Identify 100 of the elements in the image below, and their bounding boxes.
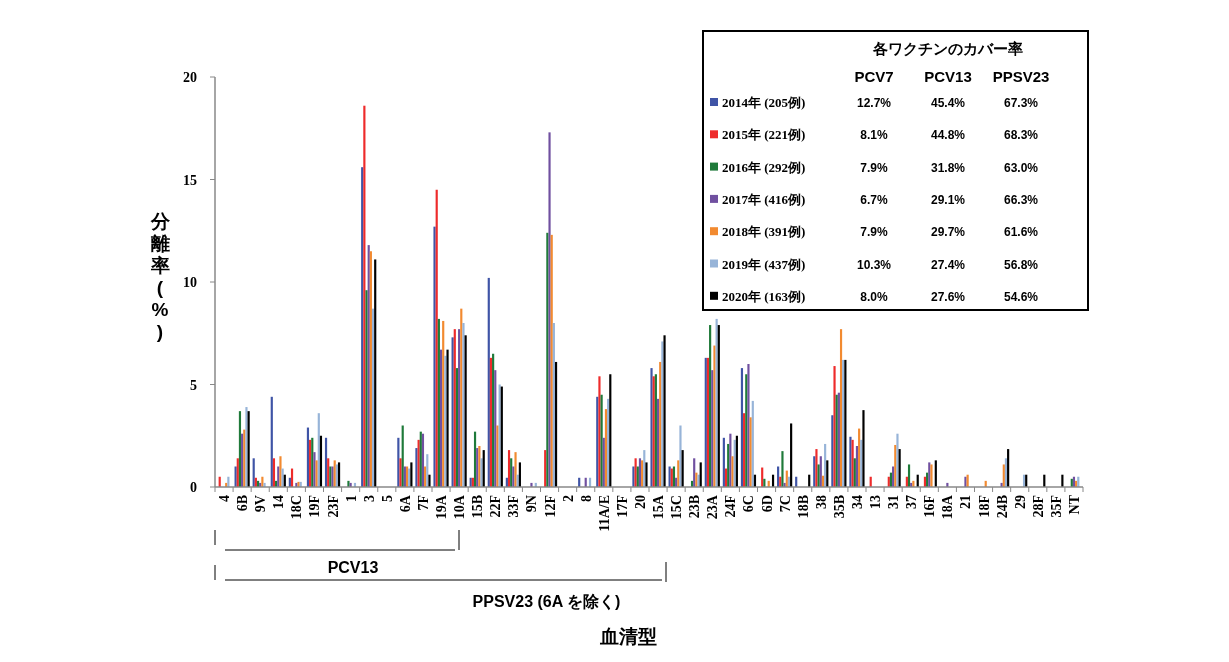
bar: [333, 460, 336, 487]
bar: [833, 366, 836, 487]
x-tick-label: 23A: [705, 494, 721, 520]
bar: [632, 466, 635, 487]
x-tick-label: 4: [217, 495, 233, 502]
bar: [596, 396, 599, 487]
x-tick-label: 7C: [777, 495, 793, 513]
bar: [473, 431, 477, 487]
bar: [663, 335, 666, 487]
bar: [896, 433, 899, 487]
bar: [324, 437, 328, 487]
bar: [327, 458, 330, 487]
annotation: PCV7: [854, 68, 894, 85]
bar: [659, 361, 662, 487]
x-tick-label: 18B: [795, 495, 811, 519]
text: PPSV23 (6A を除く): [472, 593, 621, 611]
y-tick-label: 10: [183, 275, 197, 290]
bar: [609, 374, 612, 487]
bar: [319, 435, 323, 487]
bar: [604, 409, 608, 487]
bar: [731, 456, 734, 487]
bar: [733, 439, 736, 487]
x-tick-label: 22F: [488, 495, 504, 518]
bar: [826, 460, 829, 487]
legend-label: 2018年 (391例): [722, 224, 806, 240]
x-tick-label: 9V: [253, 495, 269, 513]
x-tick-label: 15C: [669, 495, 685, 520]
bar: [677, 460, 680, 487]
bar: [238, 411, 242, 487]
bar: [263, 482, 266, 487]
bar: [934, 460, 937, 487]
bar: [727, 443, 730, 487]
bar: [853, 458, 856, 487]
text: PCV13: [327, 559, 379, 576]
bar: [550, 234, 553, 487]
bar: [1002, 464, 1005, 487]
annotation: 12.7%: [856, 96, 892, 110]
y-tick-label: 5: [190, 377, 197, 393]
x-tick-label: 37: [904, 495, 920, 509]
bar: [437, 318, 440, 487]
bar: [489, 357, 493, 487]
bar: [711, 370, 714, 487]
x-tick-label: 35F: [1048, 495, 1064, 518]
bar: [717, 325, 720, 487]
x-tick-label: 9N: [524, 495, 540, 513]
bar: [602, 437, 605, 487]
bar: [433, 226, 436, 487]
bar: [371, 308, 375, 487]
legend-label: 2019年 (437例): [722, 256, 806, 272]
annotation: 44.8%: [930, 128, 966, 143]
bar: [401, 425, 404, 487]
x-tick-label: 10A: [452, 494, 468, 520]
legend-label: 2020年 (163例): [722, 288, 806, 304]
bar: [709, 325, 712, 487]
x-tick-label: 2: [560, 495, 576, 502]
x-tick-label: 24F: [723, 495, 739, 518]
bar: [713, 345, 716, 487]
annotation: 10.3%: [856, 257, 892, 272]
annotation: 63.0%: [1003, 160, 1039, 175]
bar: [831, 415, 834, 487]
legend-label: 2017年 (416例): [722, 191, 806, 207]
annotation: 8.1%: [860, 128, 888, 143]
bar: [464, 335, 467, 487]
legend-label: 2016年 (292例): [722, 159, 806, 175]
annotation: 61.6%: [1003, 225, 1039, 240]
x-tick-label: 15B: [470, 495, 486, 519]
bar: [751, 400, 754, 487]
x-tick-label: 3: [361, 495, 377, 502]
bar: [365, 290, 368, 487]
bar: [482, 450, 485, 487]
y-axis-title: 分離率 (%): [150, 211, 170, 342]
x-tick-label: 16F: [922, 495, 938, 518]
annotation: 68.3%: [1003, 128, 1039, 143]
bar: [428, 474, 431, 487]
x-tick-label: 6A: [397, 494, 413, 513]
bar: [1004, 458, 1008, 487]
bar: [552, 323, 555, 487]
annotation: 27.4%: [930, 257, 966, 272]
bar: [817, 464, 820, 487]
bar: [548, 132, 551, 487]
bar: [313, 452, 316, 487]
bar: [546, 232, 549, 487]
bar: [439, 349, 443, 487]
bar: [745, 374, 748, 487]
bar: [410, 462, 413, 487]
bar: [643, 450, 646, 487]
bar: [236, 458, 239, 487]
x-tick-label: 8: [578, 495, 594, 502]
x-tick-label: 18A: [940, 494, 956, 520]
bar: [453, 329, 456, 487]
x-tick-label: 13: [868, 495, 884, 509]
bar: [270, 396, 273, 487]
bar: [554, 361, 558, 487]
bar: [518, 462, 521, 487]
x-tick-label: 11A/E: [596, 495, 612, 532]
bar: [729, 433, 732, 487]
bar: [279, 456, 282, 487]
x-tick-label: 35B: [831, 495, 847, 519]
bar: [496, 425, 499, 487]
bar: [860, 439, 863, 487]
